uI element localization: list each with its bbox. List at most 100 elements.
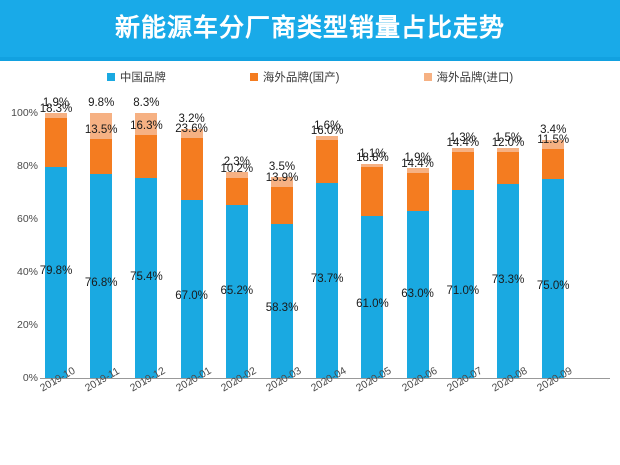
bar-segment-overseas-import[interactable]: [225, 172, 248, 179]
bar-segment-china-brand[interactable]: [451, 189, 474, 378]
bar-segment-overseas-import[interactable]: [316, 136, 339, 141]
bar-segment-overseas-domestic[interactable]: [225, 178, 248, 206]
y-axis-tick-label: 20%: [16, 319, 38, 331]
data-label-overseas-import: 1.3%: [449, 132, 476, 145]
bar-group[interactable]: [497, 148, 519, 383]
header-underline: [0, 57, 620, 61]
data-label-overseas-domestic: 14.4%: [401, 157, 434, 170]
legend-item-cn[interactable]: 中国品牌: [106, 69, 166, 85]
bar-segment-overseas-import[interactable]: [542, 139, 565, 149]
y-axis-tick-label: 80%: [16, 160, 38, 172]
data-label-overseas-domestic: 18.3%: [39, 103, 73, 116]
bar-segment-overseas-import[interactable]: [45, 113, 67, 119]
bar-segment-overseas-domestic[interactable]: [135, 135, 158, 179]
bar-segment-china-brand[interactable]: [316, 182, 339, 378]
bar-segment-china-brand[interactable]: [225, 205, 248, 378]
bar-segment-overseas-domestic[interactable]: [361, 166, 384, 217]
bar-segment-overseas-domestic[interactable]: [271, 186, 293, 224]
data-label-china-brand: 75.0%: [536, 279, 570, 292]
page-title: 新能源车分厂商类型销量占比走势: [114, 14, 505, 42]
data-label-overseas-import: 1.9%: [404, 151, 431, 164]
bar-group[interactable]: [90, 112, 113, 383]
data-label-overseas-domestic: 16.0%: [310, 125, 344, 138]
bar-group[interactable]: [451, 148, 474, 383]
bar-segment-overseas-domestic[interactable]: [406, 172, 429, 212]
data-label-overseas-domestic: 23.6%: [175, 122, 208, 135]
data-label-overseas-import: 8.3%: [133, 97, 160, 109]
y-axis-tick-label: 60%: [16, 213, 38, 225]
legend-label: 中国品牌: [119, 72, 166, 84]
bar-segment-overseas-import[interactable]: [451, 148, 474, 152]
bar-group[interactable]: [406, 167, 429, 383]
bar-segment-overseas-import[interactable]: [135, 113, 158, 136]
bar-segment-overseas-domestic[interactable]: [90, 138, 113, 175]
bar-segment-overseas-domestic[interactable]: [180, 137, 203, 201]
bar-group[interactable]: [542, 139, 565, 383]
y-axis-tick-label: 100%: [11, 107, 38, 119]
data-label-china-brand: 63.0%: [401, 287, 434, 300]
bar-segment-overseas-domestic[interactable]: [316, 140, 339, 183]
chart-plot-area: 0% 20% 40% 60% 80% 100% 79.8% 18.3% 1.9% 76.8% 13…: [0, 96, 620, 396]
data-label-overseas-domestic: 18.8%: [356, 151, 389, 164]
bar-segment-overseas-import[interactable]: [180, 129, 203, 138]
bar-segment-overseas-import[interactable]: [497, 148, 519, 152]
x-axis-labels: 2019-10 2019-11 2019-12 2020-01 2020-02 2020-…: [0, 365, 620, 428]
bar-group[interactable]: [316, 136, 339, 383]
x-axis-tick: [190, 378, 192, 383]
x-axis-tick: [281, 378, 282, 383]
bar-group[interactable]: [45, 113, 67, 383]
bar-segment-overseas-import[interactable]: [361, 163, 384, 167]
bar-segment-china-brand[interactable]: [45, 166, 67, 378]
data-label-overseas-import: 1.9%: [42, 97, 70, 109]
bar-segment-china-brand[interactable]: [361, 216, 384, 378]
bar-segment-overseas-domestic[interactable]: [497, 151, 519, 184]
data-label-overseas-import: 3.5%: [268, 161, 296, 174]
x-axis-tick: [55, 378, 56, 383]
bar-segment-china-brand[interactable]: [271, 223, 293, 378]
bar-segment-china-brand[interactable]: [180, 200, 203, 378]
data-label-china-brand: 73.3%: [491, 273, 525, 286]
bar-segment-overseas-domestic[interactable]: [542, 148, 565, 180]
bars-layer: 79.8% 18.3% 1.9% 76.8% 13.5% 9.8% 75.4% 16.3% 8.…: [0, 96, 620, 396]
x-axis-tick: [235, 378, 237, 383]
data-label-overseas-import: 3.2%: [178, 113, 205, 126]
legend-item-overseas_domestic[interactable]: 海外品牌(国产): [249, 69, 340, 85]
y-axis: 0% 20% 40% 60% 80% 100%: [0, 96, 38, 396]
data-label-overseas-import: 9.8%: [88, 96, 115, 109]
bar-group[interactable]: [135, 113, 158, 383]
data-label-overseas-import: 2.3%: [223, 156, 250, 169]
data-label-china-brand: 58.3%: [265, 301, 299, 314]
bar-segment-china-brand[interactable]: [135, 178, 158, 378]
bar-segment-overseas-domestic[interactable]: [451, 151, 474, 190]
data-label-overseas-domestic: 10.2%: [220, 163, 254, 176]
bar-segment-overseas-import[interactable]: [90, 112, 113, 139]
data-label-china-brand: 61.0%: [356, 298, 389, 311]
bar-group[interactable]: [361, 163, 384, 383]
bar-segment-china-brand[interactable]: [90, 174, 113, 378]
legend-item-overseas_import[interactable]: 海外品牌(进口): [423, 69, 514, 85]
bar-segment-china-brand[interactable]: [406, 211, 429, 378]
bar-group[interactable]: [225, 172, 248, 383]
bar-group[interactable]: [271, 177, 293, 383]
bar-segment-overseas-domestic[interactable]: [45, 118, 67, 167]
bar-segment-overseas-import[interactable]: [271, 177, 293, 187]
x-axis-tick: [326, 378, 328, 383]
data-label-overseas-import: 1.5%: [494, 131, 522, 144]
x-axis-line: [40, 378, 610, 379]
chart-header-bar: [0, 0, 620, 57]
bar-group[interactable]: [180, 129, 203, 383]
bar-segment-overseas-import[interactable]: [406, 167, 429, 173]
x-axis-tick: [145, 378, 147, 383]
bar-segment-china-brand[interactable]: [542, 179, 565, 378]
data-label-china-brand: 79.8%: [39, 265, 73, 278]
data-label-china-brand: 75.4%: [130, 271, 163, 284]
legend-label: 海外品牌(进口): [436, 72, 514, 84]
data-label-china-brand: 76.8%: [84, 277, 118, 290]
data-label-overseas-domestic: 13.5%: [84, 123, 118, 136]
bar-segment-china-brand[interactable]: [497, 183, 519, 378]
data-label-china-brand: 65.2%: [220, 284, 254, 297]
data-label-overseas-import: 1.1%: [359, 147, 386, 160]
data-label-overseas-domestic: 11.5%: [537, 133, 570, 146]
x-axis-tick: [461, 378, 463, 383]
legend-swatch-icon: [106, 73, 115, 81]
